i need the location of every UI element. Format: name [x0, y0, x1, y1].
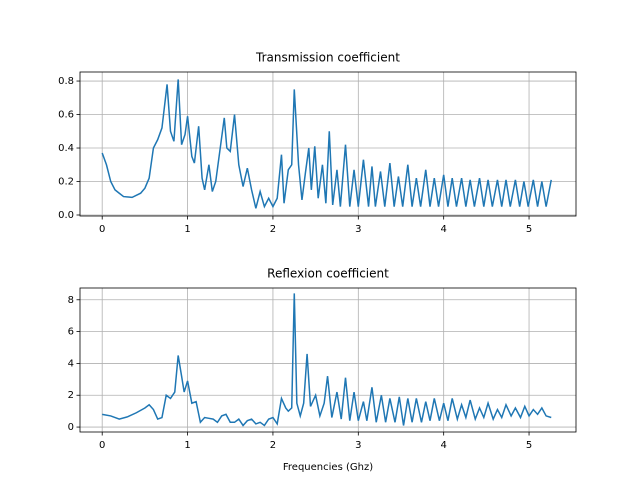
x-tick-label: 1 — [184, 440, 190, 451]
axes-frame — [79, 71, 577, 217]
x-tick-label: 3 — [355, 440, 361, 451]
x-tick-label: 4 — [440, 224, 446, 235]
y-tick-label: 4 — [68, 358, 74, 369]
chart-title: Transmission coefficient — [255, 51, 400, 65]
y-tick-label: 0.4 — [58, 143, 74, 154]
axes-frame — [79, 287, 577, 433]
y-tick-label: 8 — [68, 295, 74, 306]
x-tick-label: 0 — [99, 440, 105, 451]
data-line — [101, 79, 552, 209]
x-tick-label: 0 — [99, 224, 105, 235]
x-tick-label: 1 — [184, 224, 190, 235]
data-line — [102, 293, 552, 427]
y-tick-label: 0.0 — [58, 210, 74, 221]
x-axis-label: Frequencies (Ghz) — [283, 462, 373, 473]
y-tick-label: 2 — [68, 390, 74, 401]
y-tick-label: 0 — [68, 422, 74, 433]
x-tick-label: 5 — [526, 440, 532, 451]
x-tick-label: 5 — [526, 224, 532, 235]
x-tick-label: 4 — [440, 440, 446, 451]
x-tick-label: 2 — [270, 440, 276, 451]
y-tick-label: 0.2 — [58, 177, 74, 188]
y-tick-label: 0.8 — [58, 76, 74, 87]
x-tick-label: 3 — [355, 224, 361, 235]
y-tick-label: 6 — [68, 327, 74, 338]
chart-title: Reflexion coefficient — [267, 267, 389, 281]
x-tick-label: 2 — [270, 224, 276, 235]
y-tick-label: 0.6 — [58, 110, 74, 121]
